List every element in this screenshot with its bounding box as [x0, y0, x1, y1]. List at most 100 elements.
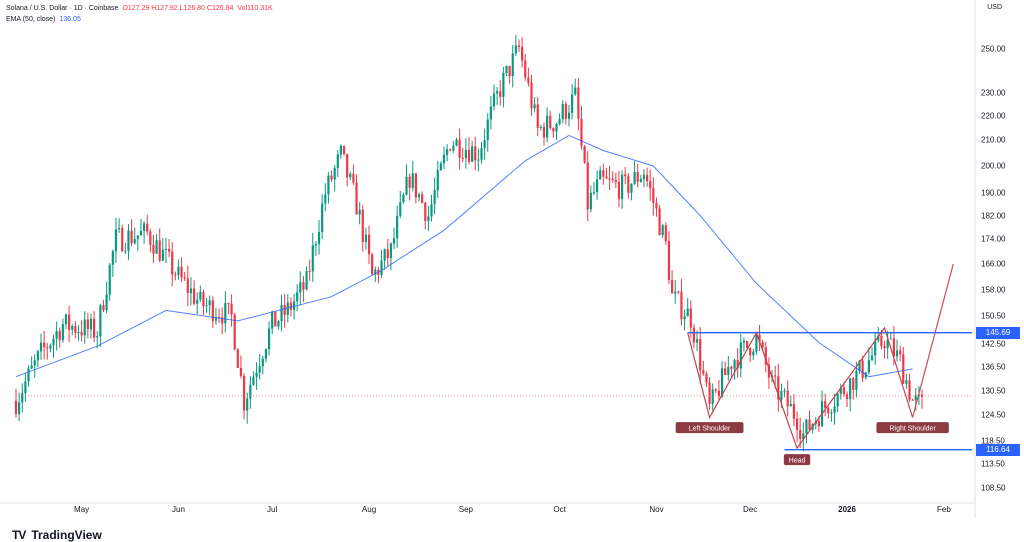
candle-body	[411, 173, 414, 188]
candle-body	[155, 240, 158, 254]
legend-ema-row: EMA (50, close) 136.05	[6, 14, 273, 25]
annotation-label-bg	[783, 454, 811, 466]
candle-body	[536, 104, 539, 128]
price-tick-label: 210.00	[981, 135, 1006, 145]
candle-body	[171, 251, 174, 275]
candle-body	[758, 334, 761, 343]
candle-body	[855, 370, 858, 390]
candle-body	[889, 338, 892, 340]
candle-body	[292, 301, 296, 310]
candle-body	[755, 334, 758, 352]
candle-body	[558, 119, 561, 124]
candle-body	[389, 243, 392, 259]
ema-value: 136.05	[59, 16, 81, 23]
price-tick-label: 174.00	[981, 234, 1006, 244]
candle-body	[642, 174, 646, 179]
candle-body	[602, 170, 605, 177]
annotation-label: Head	[789, 458, 806, 465]
candle-body	[692, 327, 696, 343]
candle-body	[483, 140, 486, 149]
candle-body	[183, 277, 186, 279]
candle-body	[849, 378, 852, 399]
candle-body	[474, 146, 477, 161]
time-axis[interactable]: May Jun Jul Aug Sep Oct Nov Dec 2026 Feb	[0, 505, 975, 519]
candle-body	[427, 216, 430, 222]
candle-body	[289, 302, 293, 310]
chart-legend: Solana / U.S. Dollar · 1D · Coinbase O12…	[6, 3, 273, 25]
candle-body	[189, 288, 193, 294]
candle-body	[727, 366, 730, 376]
symbol-label[interactable]: Solana / U.S. Dollar · 1D · Coinbase	[6, 5, 119, 12]
candle-body	[96, 336, 99, 338]
candle-body	[314, 244, 318, 246]
candle-body	[661, 225, 664, 236]
candle-body	[208, 300, 211, 306]
candle-body	[417, 194, 421, 198]
candle-body	[311, 245, 314, 272]
candle-body	[914, 395, 917, 401]
candle-body	[733, 360, 736, 369]
candle-body	[789, 404, 792, 407]
tradingview-logo[interactable]: TV TradingView	[12, 528, 102, 542]
candle-body	[36, 351, 39, 361]
candle-body	[233, 314, 236, 350]
price-tick-label: 150.50	[981, 311, 1006, 321]
candle-body	[827, 407, 830, 414]
candle-body	[252, 376, 255, 385]
candle-body	[130, 230, 133, 244]
candle-body	[905, 380, 908, 384]
candle-body	[458, 139, 461, 158]
candle-body	[592, 192, 596, 194]
candle-body	[549, 115, 552, 128]
candle-body	[161, 249, 164, 261]
candle-body	[380, 260, 383, 275]
candle-body	[717, 390, 721, 397]
ema-label[interactable]: EMA (50, close)	[6, 16, 56, 23]
candle-body	[764, 347, 767, 365]
candle-body	[227, 303, 230, 305]
volume-value: Vol110.31K	[237, 5, 273, 12]
candle-body	[374, 269, 377, 275]
candle-body	[686, 308, 689, 317]
price-level-tag[interactable]: 145.69	[976, 326, 1020, 339]
candle-body	[908, 380, 911, 400]
candle-body	[805, 419, 808, 434]
price-tick-label: 108.50	[981, 483, 1006, 493]
candle-body	[455, 139, 458, 146]
price-tick-label: 158.00	[981, 285, 1006, 295]
candle-body	[777, 376, 780, 400]
price-level-tag[interactable]: 116.64	[976, 443, 1020, 456]
candle-body	[43, 342, 46, 348]
candle-body	[152, 244, 155, 254]
price-tick-label: 136.50	[981, 362, 1006, 372]
candle-body	[139, 230, 143, 236]
candle-body	[780, 391, 783, 400]
price-axis[interactable]: 250.00 230.00 220.00 210.00 200.00 190.00 182.…	[975, 0, 1024, 500]
candle-body	[892, 338, 895, 357]
currency-label[interactable]: USD	[987, 4, 1002, 11]
candle-body	[355, 182, 358, 215]
candle-body	[792, 404, 796, 419]
candle-body	[164, 249, 168, 251]
candle-body	[114, 229, 118, 252]
candle-body	[364, 234, 368, 242]
candle-body	[542, 126, 546, 138]
candle-body	[749, 348, 752, 356]
candle-body	[886, 339, 889, 349]
candle-body	[589, 192, 592, 210]
candle-body	[546, 115, 549, 138]
candle-body	[236, 349, 239, 368]
candle-body	[571, 94, 574, 113]
ema-line	[15, 134, 913, 378]
candle-body	[93, 318, 96, 338]
candle-body	[464, 149, 467, 159]
candle-body	[739, 342, 742, 369]
candle-body	[833, 406, 836, 413]
candle-body	[877, 335, 880, 341]
time-tick-label: 2026	[838, 505, 856, 514]
candle-body	[214, 317, 218, 321]
candle-body	[242, 375, 246, 411]
price-tick-label: 142.50	[981, 339, 1006, 349]
time-tick-label: Jul	[267, 505, 278, 514]
